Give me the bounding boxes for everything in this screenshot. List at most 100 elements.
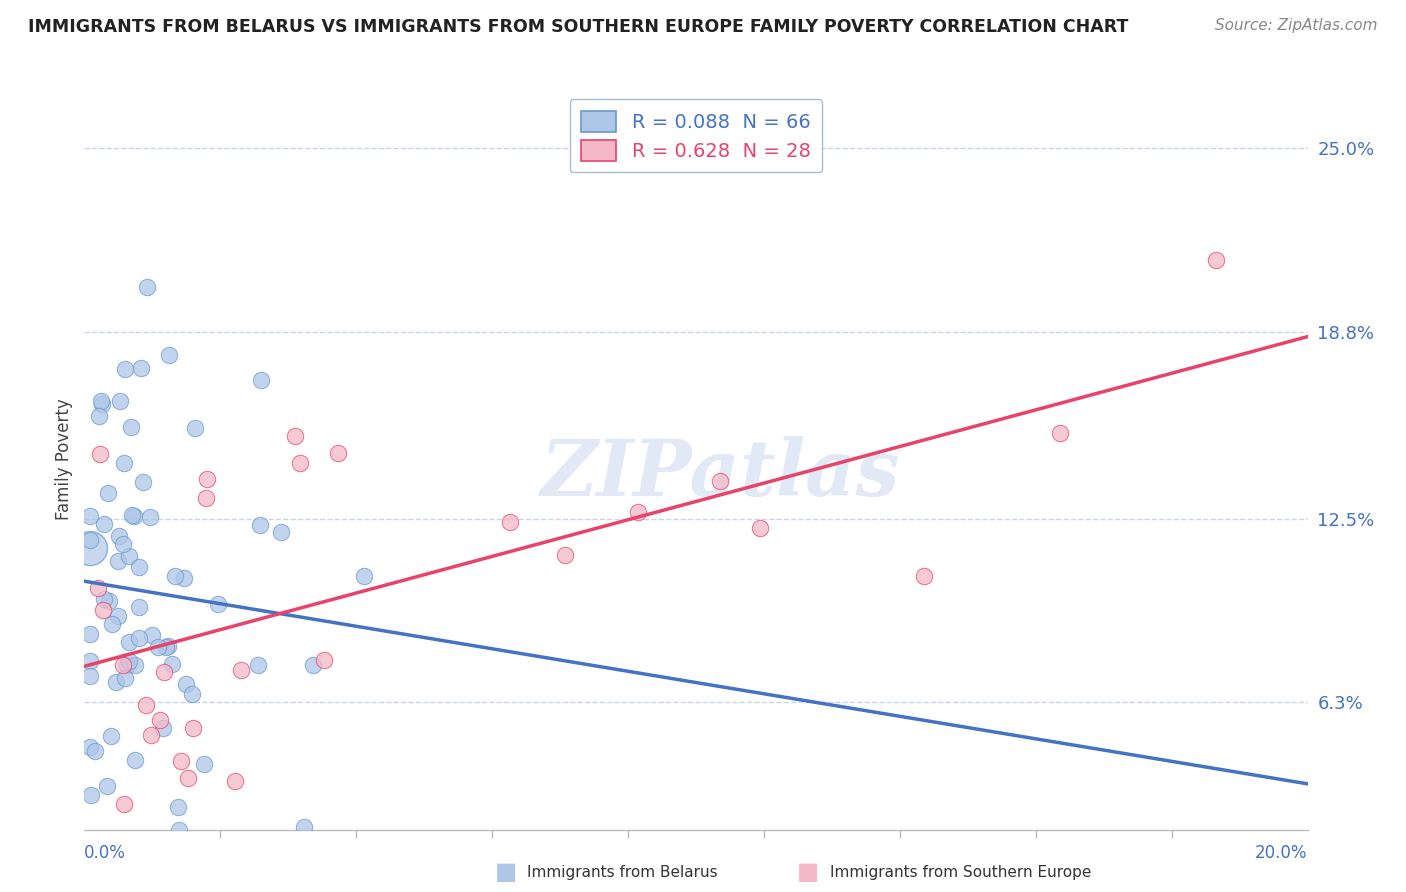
- Point: [554, 548, 576, 562]
- Point: [157, 348, 180, 362]
- Point: [117, 635, 139, 649]
- Point: [135, 698, 157, 712]
- Point: [314, 653, 336, 667]
- Point: [124, 753, 146, 767]
- Text: Immigrants from Southern Europe: Immigrants from Southern Europe: [830, 865, 1091, 880]
- Point: [148, 640, 170, 654]
- Point: [122, 508, 145, 523]
- Point: [118, 549, 141, 564]
- Text: IMMIGRANTS FROM BELARUS VS IMMIGRANTS FROM SOUTHERN EUROPE FAMILY POVERTY CORREL: IMMIGRANTS FROM BELARUS VS IMMIGRANTS FR…: [28, 18, 1129, 36]
- Point: [112, 456, 135, 470]
- Point: [160, 657, 183, 671]
- Point: [166, 800, 188, 814]
- Point: [93, 517, 115, 532]
- Point: [112, 658, 135, 673]
- Point: [105, 674, 128, 689]
- Point: [128, 631, 150, 645]
- Point: [173, 571, 195, 585]
- Point: [180, 688, 202, 702]
- Point: [195, 472, 218, 486]
- Point: [128, 599, 150, 614]
- Point: [79, 541, 101, 556]
- Point: [79, 533, 101, 547]
- Point: [129, 360, 152, 375]
- Point: [170, 754, 193, 768]
- Point: [87, 581, 110, 595]
- Point: [231, 663, 253, 677]
- Point: [128, 560, 150, 574]
- Point: [207, 597, 229, 611]
- Point: [114, 671, 136, 685]
- Point: [89, 447, 111, 461]
- Point: [153, 665, 176, 680]
- Point: [80, 789, 103, 803]
- Point: [120, 420, 142, 434]
- Point: [912, 569, 935, 583]
- Point: [224, 774, 246, 789]
- Point: [121, 508, 143, 523]
- Point: [748, 520, 770, 534]
- Point: [249, 372, 271, 386]
- Point: [100, 729, 122, 743]
- Point: [247, 658, 270, 673]
- Point: [301, 657, 323, 672]
- Point: [91, 602, 114, 616]
- Point: [107, 554, 129, 568]
- Text: ■: ■: [797, 861, 820, 884]
- Point: [141, 628, 163, 642]
- Point: [124, 658, 146, 673]
- Point: [353, 569, 375, 583]
- Point: [270, 525, 292, 540]
- Point: [79, 627, 101, 641]
- Point: [112, 537, 135, 551]
- Point: [176, 771, 198, 785]
- Point: [156, 640, 179, 654]
- Point: [135, 280, 157, 294]
- Point: [83, 744, 105, 758]
- Point: [97, 486, 120, 500]
- Point: [294, 821, 316, 835]
- Point: [93, 591, 115, 606]
- Point: [91, 397, 114, 411]
- Point: [1049, 425, 1071, 440]
- Point: [152, 721, 174, 735]
- Point: [107, 609, 129, 624]
- Point: [195, 491, 218, 505]
- Point: [249, 518, 271, 533]
- Point: [1205, 252, 1227, 267]
- Point: [114, 362, 136, 376]
- Point: [117, 654, 139, 668]
- Point: [79, 739, 101, 754]
- Point: [79, 669, 101, 683]
- Point: [181, 721, 204, 735]
- Point: [139, 510, 162, 524]
- Point: [112, 797, 135, 811]
- Point: [107, 529, 129, 543]
- Point: [115, 658, 138, 673]
- Text: 0.0%: 0.0%: [84, 845, 127, 863]
- Point: [328, 446, 350, 460]
- Point: [627, 505, 650, 519]
- Point: [165, 569, 187, 583]
- Text: 20.0%: 20.0%: [1256, 845, 1308, 863]
- Point: [288, 457, 311, 471]
- Point: [132, 475, 155, 489]
- Point: [174, 677, 197, 691]
- Point: [90, 393, 112, 408]
- Point: [167, 822, 190, 837]
- Y-axis label: Family Poverty: Family Poverty: [55, 399, 73, 520]
- Point: [184, 421, 207, 435]
- Point: [284, 429, 307, 443]
- Point: [96, 780, 118, 794]
- Point: [148, 713, 170, 727]
- Point: [709, 474, 731, 488]
- Point: [139, 728, 162, 742]
- Point: [193, 756, 215, 771]
- Text: Source: ZipAtlas.com: Source: ZipAtlas.com: [1215, 18, 1378, 33]
- Point: [87, 409, 110, 423]
- Point: [79, 508, 101, 523]
- Point: [79, 653, 101, 667]
- Text: ZIPatlas: ZIPatlas: [541, 436, 900, 512]
- Text: Immigrants from Belarus: Immigrants from Belarus: [527, 865, 718, 880]
- Point: [499, 515, 522, 529]
